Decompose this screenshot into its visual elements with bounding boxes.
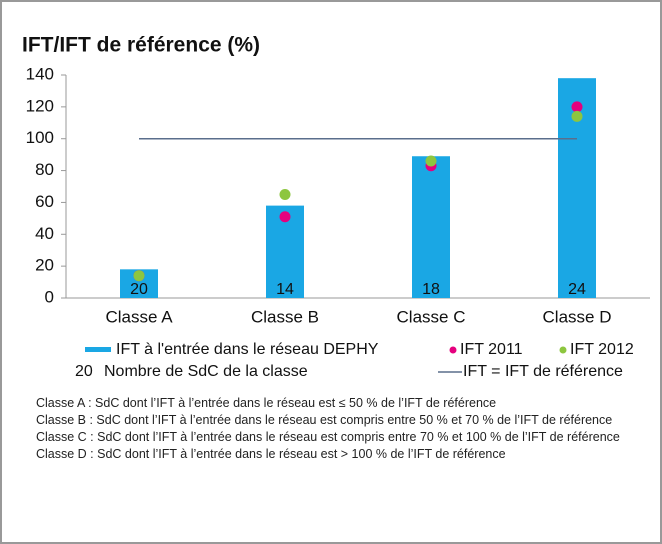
note: Classe A : SdC dont l’IFT à l’entrée dan… — [36, 396, 497, 410]
legend-count-sample: 20 — [75, 363, 93, 380]
count-label: 14 — [276, 281, 294, 298]
count-label: 24 — [568, 281, 586, 298]
legend-label: IFT à l'entrée dans le réseau DEPHY — [116, 341, 379, 358]
dot — [279, 188, 291, 200]
x-tick-label: Classe D — [543, 307, 612, 326]
y-tick-label: 0 — [45, 287, 54, 306]
y-tick-label: 40 — [35, 224, 54, 243]
y-tick-label: 60 — [35, 192, 54, 211]
note: Classe D : SdC dont l’IFT à l’entrée dan… — [36, 447, 506, 461]
legend-label: IFT 2012 — [570, 341, 634, 358]
legend-swatch — [559, 346, 567, 354]
dot — [571, 101, 583, 113]
dot — [425, 155, 437, 167]
legend-label: IFT = IFT de référence — [463, 363, 623, 380]
legend-swatch — [85, 347, 111, 352]
chart-title: IFT/IFT de référence (%) — [22, 34, 260, 57]
y-tick-label: 80 — [35, 160, 54, 179]
y-tick-label: 140 — [26, 64, 54, 83]
count-label: 20 — [130, 281, 148, 298]
count-label: 18 — [422, 281, 440, 298]
legend-label: IFT 2011 — [460, 341, 523, 358]
dot — [571, 110, 583, 122]
note: Classe B : SdC dont l’IFT à l’entrée dan… — [36, 413, 613, 427]
y-tick-label: 120 — [26, 96, 54, 115]
legend-swatch — [449, 346, 457, 354]
y-tick-label: 20 — [35, 256, 54, 275]
x-tick-label: Classe A — [105, 307, 173, 326]
note: Classe C : SdC dont l’IFT à l’entrée dan… — [36, 430, 620, 444]
y-tick-label: 100 — [26, 128, 54, 147]
x-tick-label: Classe B — [251, 307, 319, 326]
legend-count-label: Nombre de SdC de la classe — [104, 363, 308, 380]
x-tick-label: Classe C — [397, 307, 466, 326]
bar — [412, 156, 450, 298]
dot — [279, 211, 291, 223]
dot — [133, 270, 145, 282]
notes: Classe A : SdC dont l’IFT à l’entrée dan… — [36, 396, 636, 464]
